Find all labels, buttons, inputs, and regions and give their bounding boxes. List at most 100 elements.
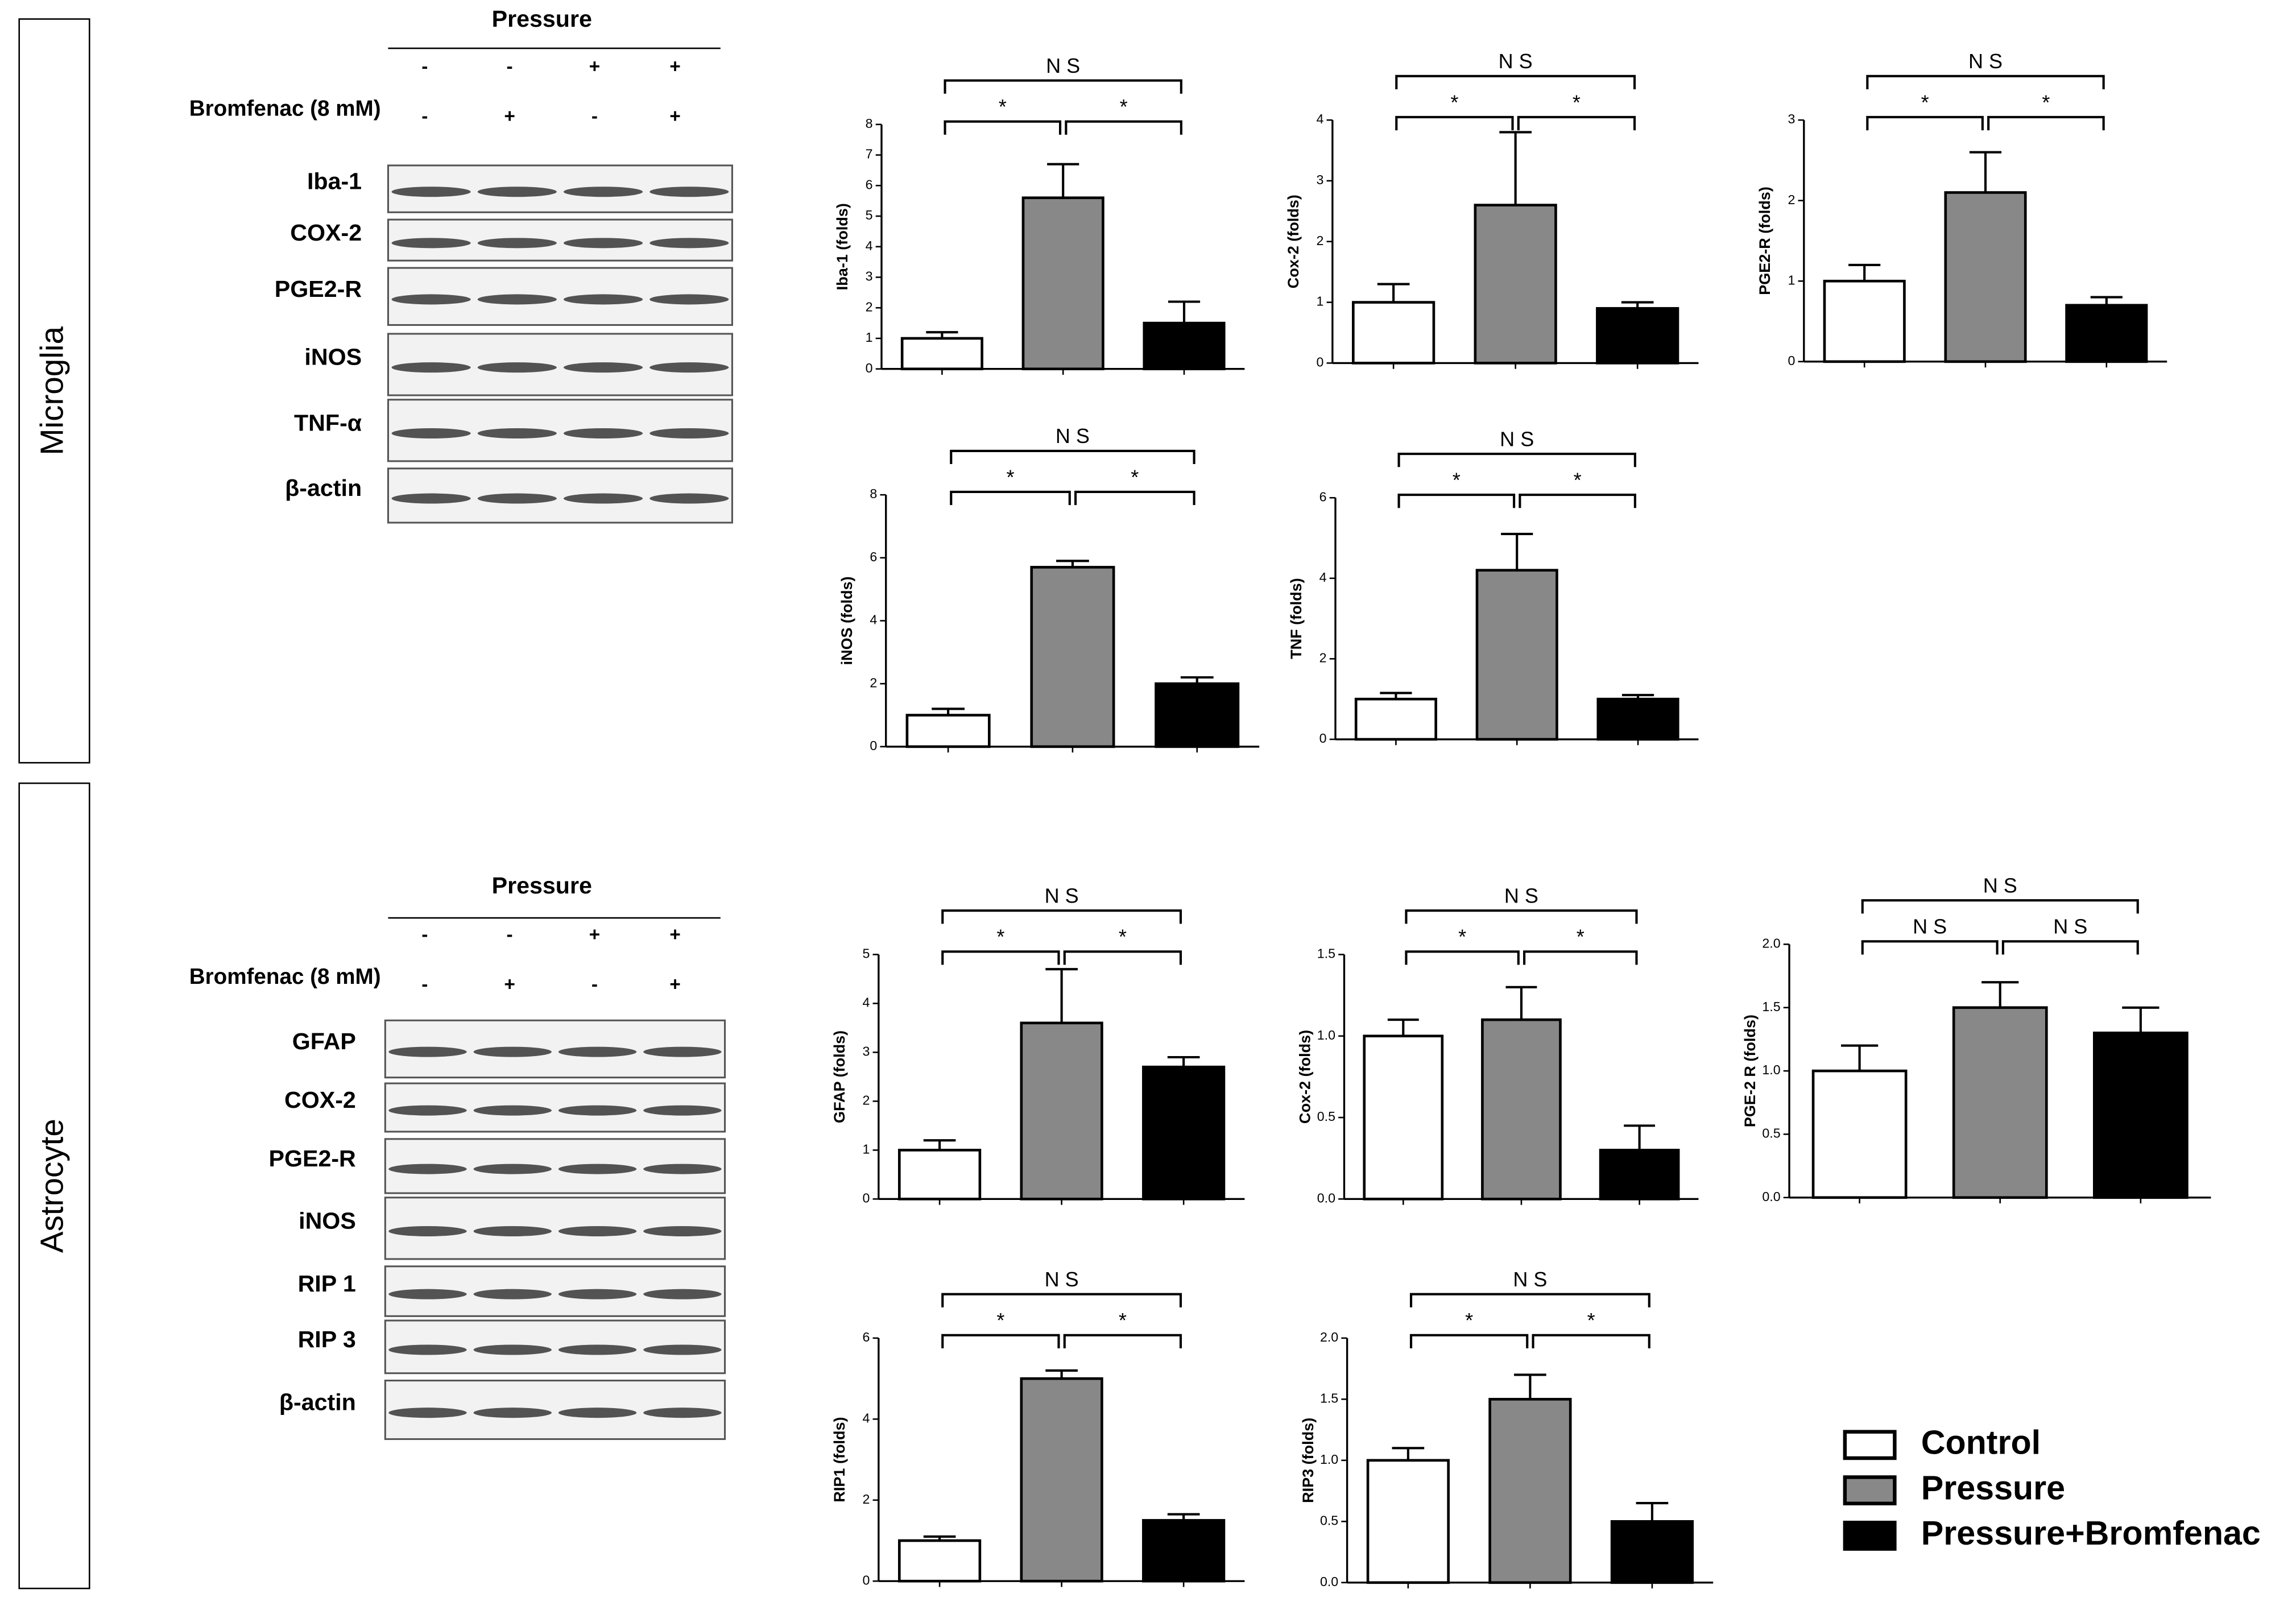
significance-label: * [1131,465,1139,489]
y-tick-label: 0.5 [1317,1109,1335,1124]
blot-band [563,362,643,373]
significance-bracket [1065,120,1182,135]
blot-band [388,1344,467,1355]
significance-label: * [1574,468,1582,491]
band-label: iNOS [299,1207,356,1234]
y-tick-label: 2 [1317,233,1324,248]
y-axis-label: Cox-2 (folds) [1297,1030,1314,1124]
significance-label: * [1577,925,1585,949]
y-tick-label: 1 [1788,272,1795,287]
blot-band [558,1344,637,1355]
y-tick-label: 2.0 [1320,1330,1338,1344]
treatment-label: Bromfenac (8 mM) [189,965,381,989]
y-tick-label: 3 [866,269,873,284]
y-tick-label: 1.5 [1762,999,1780,1014]
significance-label: * [996,925,1004,949]
y-axis-label: Iba-1 (folds) [834,203,851,290]
y-tick-label: 0 [862,1190,870,1205]
blot-band [558,1164,637,1174]
treatment-sign: + [669,974,681,995]
y-axis-label: RIP1 (folds) [831,1417,848,1502]
significance-label: * [1458,925,1466,949]
band-label: RIP 3 [298,1326,356,1352]
blot-band [391,493,471,504]
bar [897,1149,982,1201]
blot-band [388,1408,467,1418]
significance-bracket [1519,494,1636,508]
blot-band [643,1289,722,1299]
significance-bracket [1409,1293,1650,1307]
bar [905,714,991,748]
bar [1811,1069,1908,1199]
treatment-sign: - [421,106,428,127]
blot-band [643,1226,722,1236]
bar [1021,196,1104,371]
bar [1020,1021,1103,1201]
bar [2065,304,2148,363]
y-tick-label: 5 [866,208,873,222]
blot-band [473,1408,552,1418]
y-tick-label: 0 [1788,353,1795,368]
blot-band [650,493,729,504]
blot-band [391,187,471,197]
blot-band [391,362,471,373]
panel-label: Astrocyte [34,1119,70,1253]
blot-band [643,1408,722,1418]
y-tick-label: 6 [862,1330,870,1344]
legend-swatch [1843,1475,1897,1506]
band-label: RIP 1 [298,1270,356,1297]
significance-bracket [1063,1334,1182,1348]
significance-bracket [941,1334,1060,1348]
legend-label: Control [1921,1423,2041,1461]
blot-band [391,238,471,249]
band-label: PGE2-R [269,1145,356,1172]
y-tick-label: 1.0 [1762,1062,1780,1077]
blot-band [650,294,729,305]
blot-band [650,238,729,249]
band-label: Iba-1 [307,168,362,194]
treatment-sign: + [669,106,681,127]
treatment-sign: + [504,106,515,127]
significance-label: * [1450,90,1458,114]
legend-swatch [1843,1430,1897,1460]
treatment-sign: - [591,106,598,127]
y-tick-label: 6 [1319,489,1327,504]
panel-label: Microglia [34,326,70,456]
y-tick-label: 4 [1317,111,1324,126]
blot-band [473,1344,552,1355]
band-label: GFAP [292,1028,356,1054]
y-tick-label: 4 [862,1410,870,1425]
blot-band [650,362,729,373]
bar [1474,204,1557,365]
significance-label: N S [1983,874,2017,897]
significance-bracket [1397,494,1516,508]
treatment-sign: - [591,974,598,995]
significance-label: N S [1056,424,1090,448]
blot-band [388,1046,467,1057]
blot-band [558,1046,637,1057]
y-tick-label: 6 [870,549,877,564]
y-tick-label: 1.0 [1320,1452,1338,1467]
y-axis-label: iNOS (folds) [838,576,855,665]
pressure-sign: + [589,56,601,77]
bar [1944,191,2027,363]
significance-label: * [1453,468,1461,491]
bar [1475,569,1558,741]
y-tick-label: 4 [866,238,873,253]
blot-band [388,1105,467,1116]
significance-bracket [1866,115,1984,131]
y-axis-label: GFAP (folds) [831,1030,848,1123]
legend-swatch [1843,1521,1897,1551]
significance-label: N S [1504,884,1538,908]
y-tick-label: 0.0 [1317,1190,1335,1205]
pressure-sign: - [507,924,513,945]
treatment-label: Bromfenac (8 mM) [189,96,381,121]
blot-band [477,362,557,373]
y-tick-label: 3 [862,1044,870,1059]
y-tick-label: 4 [1319,570,1327,585]
y-tick-label: 0 [1317,355,1324,370]
significance-bracket [1405,909,1638,924]
blot-band [477,294,557,305]
y-tick-label: 0 [866,361,873,375]
